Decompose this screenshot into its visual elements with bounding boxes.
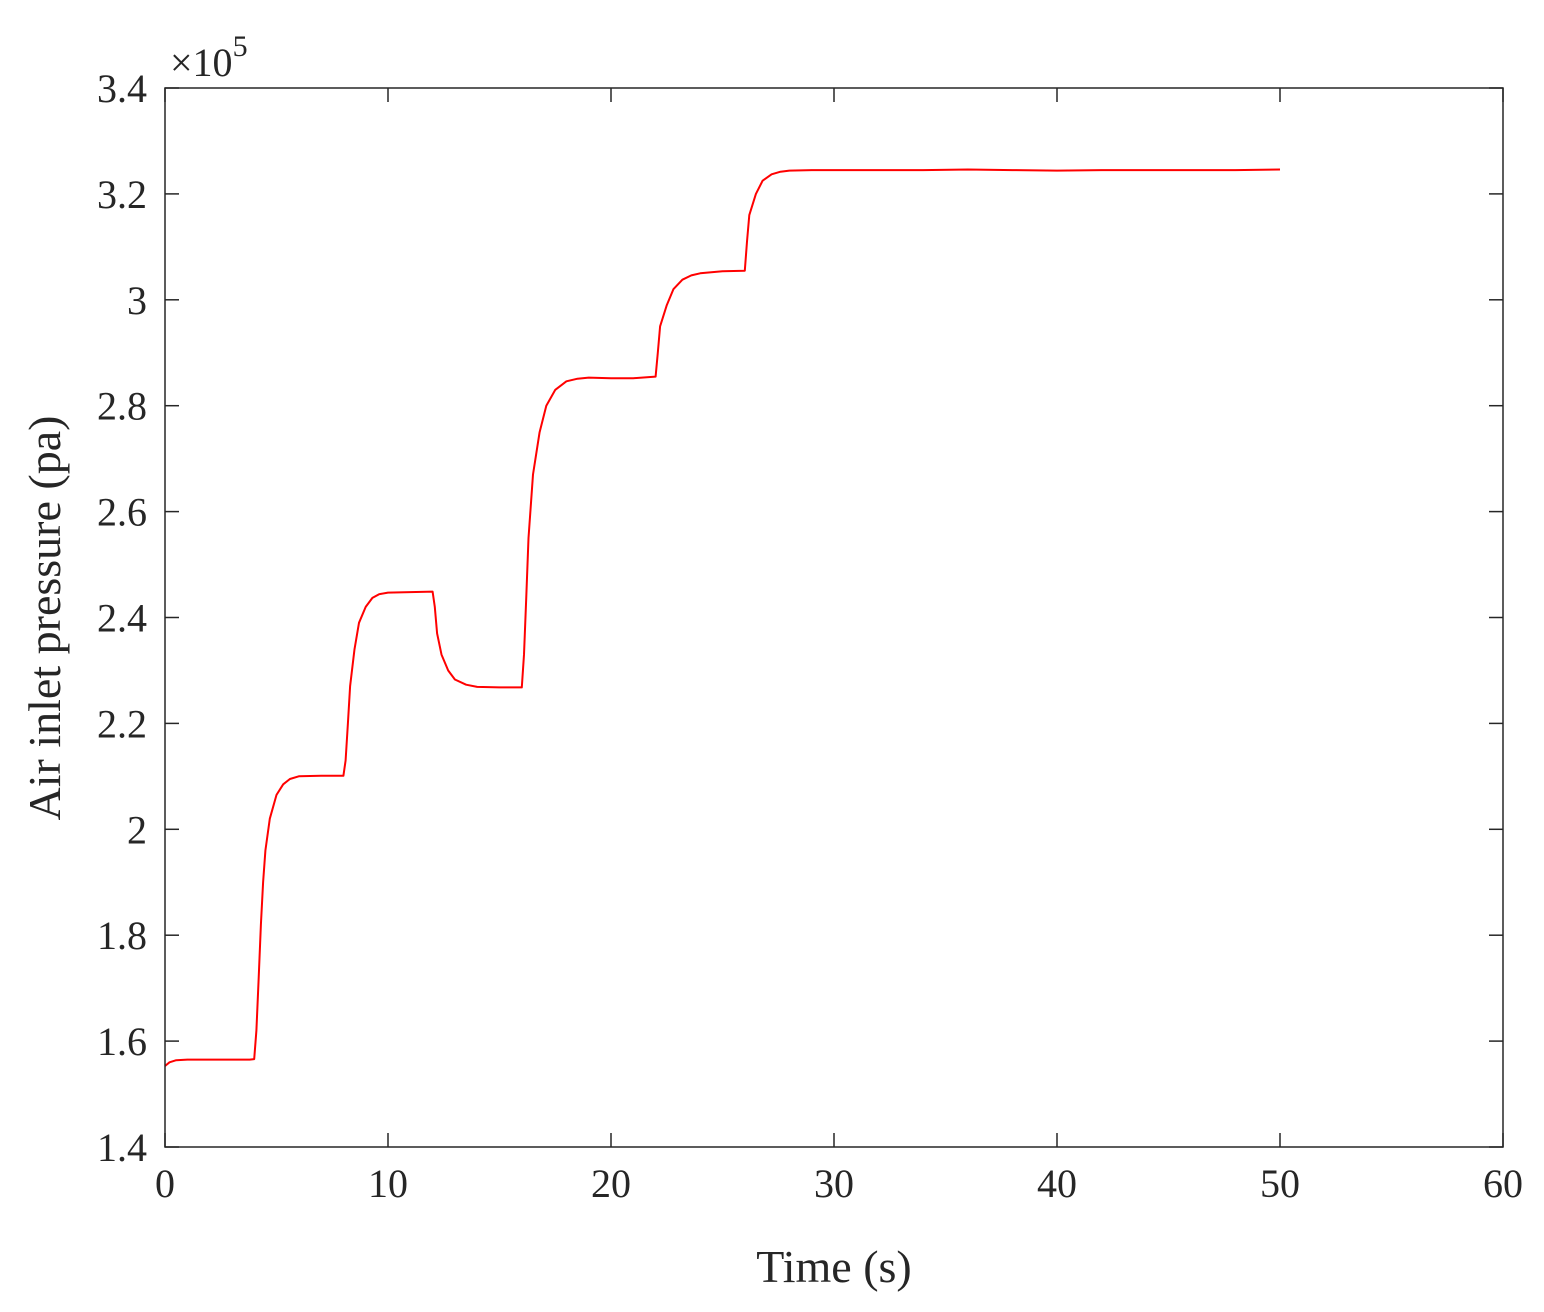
series-layer [164, 168, 1281, 1067]
x-tick-label: 40 [1037, 1161, 1077, 1206]
y-axis-label: Air inlet pressure (pa) [19, 416, 70, 821]
y-tick-label: 2.4 [97, 596, 147, 641]
plot-area-background [165, 88, 1503, 1147]
x-tick-label: 50 [1260, 1161, 1300, 1206]
x-tick-label: 60 [1483, 1161, 1523, 1206]
series-line [164, 168, 1281, 1067]
y-tick-label: 3.4 [97, 66, 147, 111]
y-tick-label: 1.6 [97, 1019, 147, 1064]
tick-labels-layer: 0 10 20 30 40 50 60 1.4 1.6 1.8 2 2.2 2.4 2.6 2.8 3 3.2 3… [97, 66, 1523, 1206]
x-tick-label: 0 [155, 1161, 175, 1206]
y-tick-label: 2.2 [97, 701, 147, 746]
y-tick-label: 2.6 [97, 490, 147, 535]
x-tick-label: 10 [368, 1161, 408, 1206]
y-tick-label: 2 [127, 807, 147, 852]
plot-area-frame [164, 87, 1504, 1148]
y-tick-label: 3.2 [97, 172, 147, 217]
y-tick-label: 3 [127, 278, 147, 323]
x-axis-label: Time (s) [756, 1241, 912, 1292]
y-multiplier-exponent: 5 [233, 30, 248, 63]
y-tick-label: 2.8 [97, 384, 147, 429]
x-tick-label: 30 [814, 1161, 854, 1206]
y-multiplier-label: ×105 [170, 30, 248, 85]
x-tick-label: 20 [591, 1161, 631, 1206]
y-multiplier-base: ×10 [170, 40, 233, 85]
y-tick-label: 1.8 [97, 913, 147, 958]
y-tick-label: 1.4 [97, 1125, 147, 1170]
